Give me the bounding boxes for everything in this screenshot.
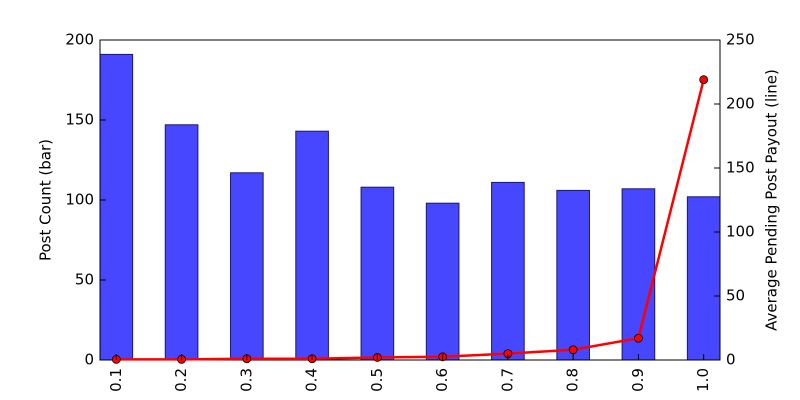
x-tick-label: 0.5 — [368, 368, 386, 392]
bar — [491, 181, 525, 361]
y2-tick-label: 200 — [726, 95, 755, 113]
y-tick-label: 100 — [65, 191, 94, 209]
line-marker — [568, 345, 578, 355]
y2-tick-label: 50 — [726, 287, 745, 305]
y-tick-label: 50 — [75, 271, 94, 289]
y-tick-label: 0 — [84, 351, 94, 369]
x-tick-label: 0.2 — [172, 368, 190, 392]
bar — [360, 186, 395, 361]
bar — [556, 189, 590, 361]
y-tick-label: 150 — [65, 111, 94, 129]
x-tick-label: 0.3 — [237, 368, 255, 392]
x-tick-label: 0.4 — [303, 368, 321, 392]
y-axis-label: Post Count (bar) — [37, 139, 55, 261]
bar — [621, 188, 656, 361]
y2-tick-label: 250 — [726, 31, 755, 49]
x-tick-label: 0.6 — [433, 368, 451, 392]
bar — [230, 172, 264, 361]
line-marker — [634, 333, 643, 343]
bar — [164, 124, 199, 361]
y-tick-label: 200 — [65, 31, 94, 49]
x-tick-label: 0.8 — [564, 368, 582, 392]
bar — [295, 130, 329, 361]
bar — [425, 202, 460, 361]
x-tick-label: 0.7 — [498, 368, 516, 392]
y2-tick-label: 150 — [726, 159, 755, 177]
y2-tick-label: 100 — [726, 223, 755, 241]
bar — [686, 196, 721, 361]
bar — [99, 53, 134, 361]
y2-axis-label: Average Pending Post Payout (line) — [763, 69, 781, 331]
line-marker — [699, 75, 709, 85]
x-tick-label: 1.0 — [694, 368, 712, 392]
x-tick-label: 0.1 — [107, 368, 125, 392]
x-tick-label: 0.9 — [629, 368, 647, 392]
y2-tick-label: 0 — [726, 351, 736, 369]
line — [116, 79, 705, 361]
